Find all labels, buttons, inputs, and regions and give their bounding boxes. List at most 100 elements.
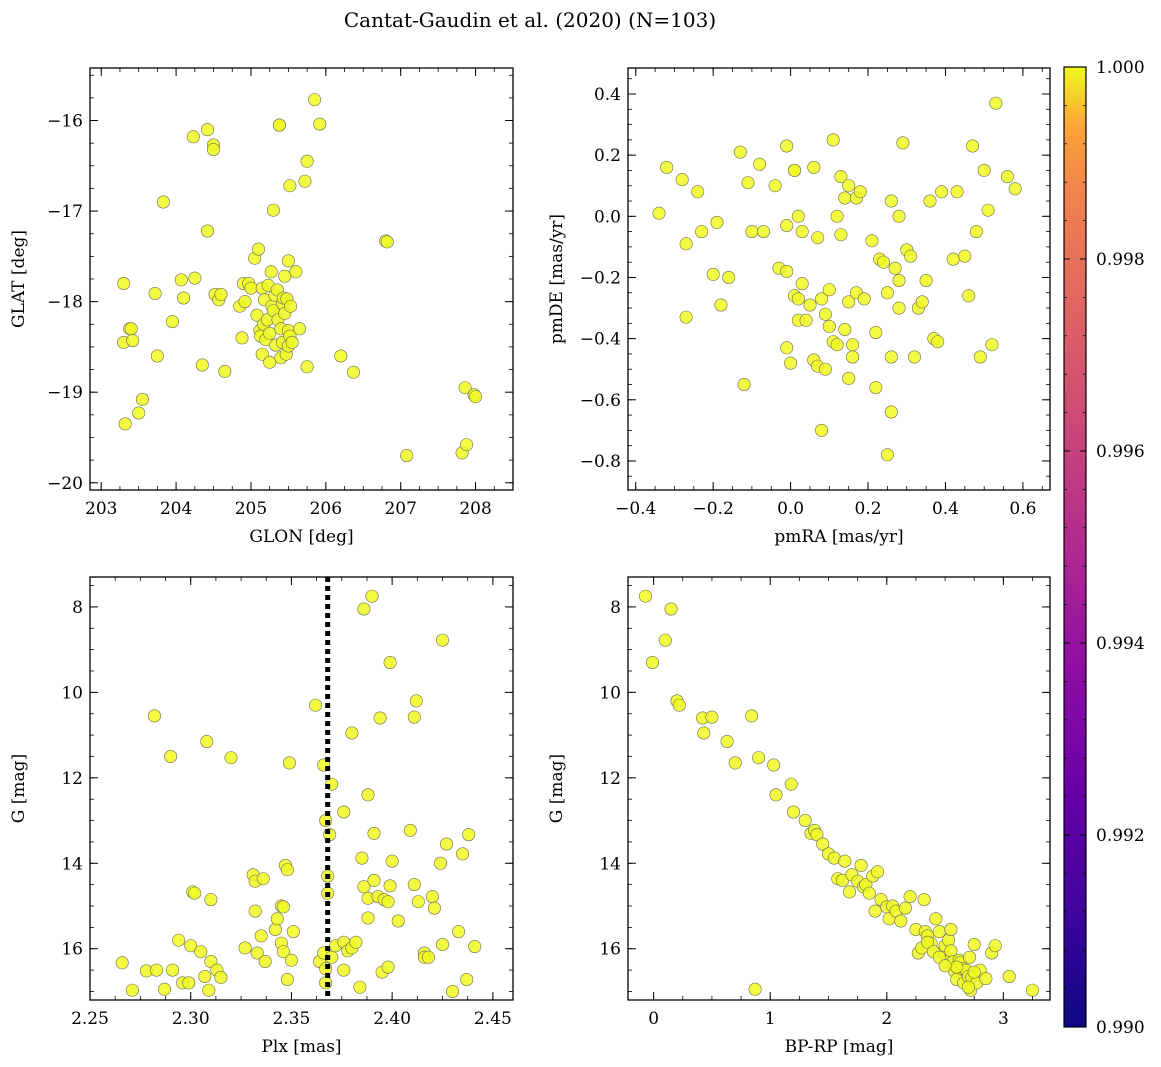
x-tick-label: 3 — [998, 1009, 1009, 1029]
data-point — [256, 872, 270, 886]
data-point — [798, 813, 812, 827]
x-tick-label: 0 — [648, 1009, 659, 1029]
colorbar: 0.990 0.992 0.994 0.996 0.998 1.000 — [1063, 58, 1145, 1038]
data-point — [679, 237, 693, 251]
data-point — [283, 179, 297, 193]
data-point — [365, 589, 379, 603]
data-point — [818, 362, 832, 376]
data-point — [672, 698, 686, 712]
y-tick-label: 0.0 — [594, 207, 621, 227]
data-point — [266, 203, 280, 217]
data-point — [961, 980, 975, 994]
data-point — [421, 950, 435, 964]
data-point — [944, 922, 958, 936]
scatter-points — [638, 589, 1040, 997]
data-point — [380, 235, 394, 249]
data-point — [238, 295, 252, 309]
data-point — [337, 805, 351, 819]
x-tick-label: 205 — [235, 499, 267, 519]
data-point — [854, 858, 868, 872]
data-point — [780, 139, 794, 153]
data-point — [238, 941, 252, 955]
data-point — [172, 933, 186, 947]
data-point — [791, 292, 805, 306]
data-point — [869, 325, 883, 339]
data-point — [201, 123, 215, 137]
data-point — [248, 904, 262, 918]
data-point — [946, 252, 960, 266]
data-point — [985, 338, 999, 352]
data-point — [184, 939, 198, 953]
data-point — [720, 734, 734, 748]
data-point — [164, 749, 178, 763]
data-point — [880, 286, 894, 300]
y-tick-label: −18 — [47, 293, 83, 313]
data-point — [345, 726, 359, 740]
data-point — [733, 145, 747, 159]
data-point — [787, 163, 801, 177]
data-point — [795, 225, 809, 239]
data-point — [446, 984, 460, 998]
data-point — [1026, 983, 1040, 997]
axes-frame — [627, 67, 1051, 491]
data-point — [816, 837, 830, 851]
data-point — [767, 758, 781, 772]
data-point — [967, 965, 981, 979]
data-point — [903, 890, 917, 904]
data-point — [425, 890, 439, 904]
data-point — [842, 295, 856, 309]
scatter-points — [115, 589, 482, 998]
data-point — [411, 895, 425, 909]
data-point — [815, 292, 829, 306]
data-point — [981, 203, 995, 217]
y-tick-label: 14 — [61, 854, 83, 874]
data-point — [150, 963, 164, 977]
y-tick-label: 12 — [599, 769, 621, 789]
data-point — [174, 273, 188, 287]
data-point — [977, 163, 991, 177]
data-point — [117, 276, 131, 290]
data-point — [254, 929, 268, 943]
data-point — [235, 331, 249, 345]
data-point — [115, 956, 129, 970]
x-tick-label: 203 — [85, 499, 117, 519]
data-point — [876, 255, 890, 269]
data-point — [728, 756, 742, 770]
data-point — [252, 242, 266, 256]
data-point — [737, 377, 751, 391]
y-tick-label: −17 — [47, 202, 83, 222]
data-point — [938, 959, 952, 973]
data-point — [884, 350, 898, 364]
data-point — [846, 338, 860, 352]
y-tick-label: 10 — [61, 683, 83, 703]
data-point — [132, 406, 146, 420]
data-point — [280, 972, 294, 986]
data-point — [884, 194, 898, 208]
data-point — [791, 209, 805, 223]
data-point — [334, 349, 348, 363]
data-point — [697, 726, 711, 740]
y-tick-label: 12 — [61, 769, 83, 789]
y-axis-label: pmDE [mas/yr] — [547, 214, 567, 344]
data-point — [830, 209, 844, 223]
data-point — [361, 911, 375, 925]
y-tick-label: 10 — [599, 683, 621, 703]
data-point — [285, 335, 299, 349]
data-point — [124, 322, 138, 336]
data-point — [691, 185, 705, 199]
data-point — [834, 170, 848, 184]
data-point — [177, 291, 191, 305]
data-point — [710, 215, 724, 229]
data-point — [148, 286, 162, 300]
x-tick-label: −0.2 — [693, 499, 734, 519]
data-point — [1002, 969, 1016, 983]
data-point — [915, 295, 929, 309]
y-axis-label: G [mag] — [547, 754, 567, 823]
y-tick-label: 16 — [61, 940, 83, 960]
data-point — [214, 287, 228, 301]
data-point — [830, 338, 844, 352]
data-point — [244, 281, 258, 295]
